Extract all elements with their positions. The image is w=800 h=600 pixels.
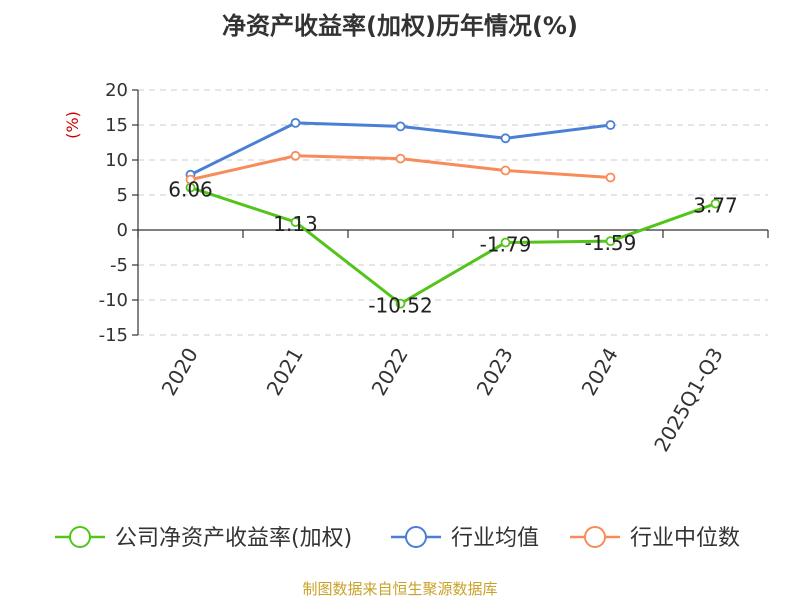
data-label: 6.06 <box>168 178 213 202</box>
series-line-0 <box>190 186 717 306</box>
y-tick-label: 10 <box>105 150 128 171</box>
legend-swatch-marker <box>405 526 427 548</box>
series-layer <box>185 118 721 309</box>
data-label: -1.79 <box>480 233 532 257</box>
y-tick-label: -10 <box>99 290 128 311</box>
legend-label: 行业中位数 <box>630 526 740 551</box>
x-tick-label: 2021 <box>262 344 308 400</box>
x-tick-label: 2020 <box>157 344 203 400</box>
series-point-0 <box>290 217 301 227</box>
x-tick-label: 2022 <box>367 344 413 400</box>
chart-title: 净资产收益率(加权)历年情况(%) <box>222 12 578 40</box>
x-tick-label: 2025Q1-Q3 <box>649 344 728 456</box>
legend-swatch-marker <box>584 526 606 548</box>
y-tick-label: 0 <box>117 220 128 241</box>
data-label: 1.13 <box>273 212 318 236</box>
y-axis-label: (%) <box>63 111 82 139</box>
y-tick-label: -5 <box>110 255 128 276</box>
series-point-2 <box>500 165 511 176</box>
series-point-0 <box>500 237 511 248</box>
data-label: 3.77 <box>693 194 738 218</box>
x-tick-label: 2023 <box>472 344 518 400</box>
series-point-0 <box>605 236 616 247</box>
series-point-2 <box>290 150 301 161</box>
series-point-1 <box>605 120 616 130</box>
label-layer: 6.06 1.13 -10.52 -1.79 -1.59 3.77 <box>168 178 738 318</box>
data-label: -1.59 <box>585 231 637 255</box>
x-tick-label: 2024 <box>577 344 623 400</box>
series-point-0 <box>710 198 721 209</box>
series-point-2 <box>395 153 406 164</box>
series-point-0 <box>395 298 406 309</box>
y-tick-label: 5 <box>117 185 128 206</box>
series-point-1 <box>500 133 511 144</box>
legend-swatch-marker <box>69 526 91 548</box>
legend-layer: 公司净资产收益率(加权) 行业均值 行业中位数 <box>55 526 740 551</box>
data-label: -10.52 <box>368 294 432 318</box>
grid-layer <box>138 89 768 336</box>
series-point-2 <box>185 174 196 185</box>
series-point-1 <box>395 121 406 132</box>
y-tick-label: 20 <box>105 80 128 101</box>
axis-layer: -15 -10 -5 0 5 10 15 20 (%) 2020 2021 2022 2023 2024 2… <box>63 80 769 456</box>
legend-label: 行业均值 <box>451 526 539 551</box>
series-point-1 <box>290 118 301 128</box>
y-tick-label: 15 <box>105 115 128 136</box>
legend-label: 公司净资产收益率(加权) <box>115 526 352 551</box>
y-tick-label: -15 <box>99 325 128 346</box>
series-point-2 <box>605 172 616 183</box>
source-note: 制图数据来自恒生聚源数据库 <box>302 580 498 598</box>
